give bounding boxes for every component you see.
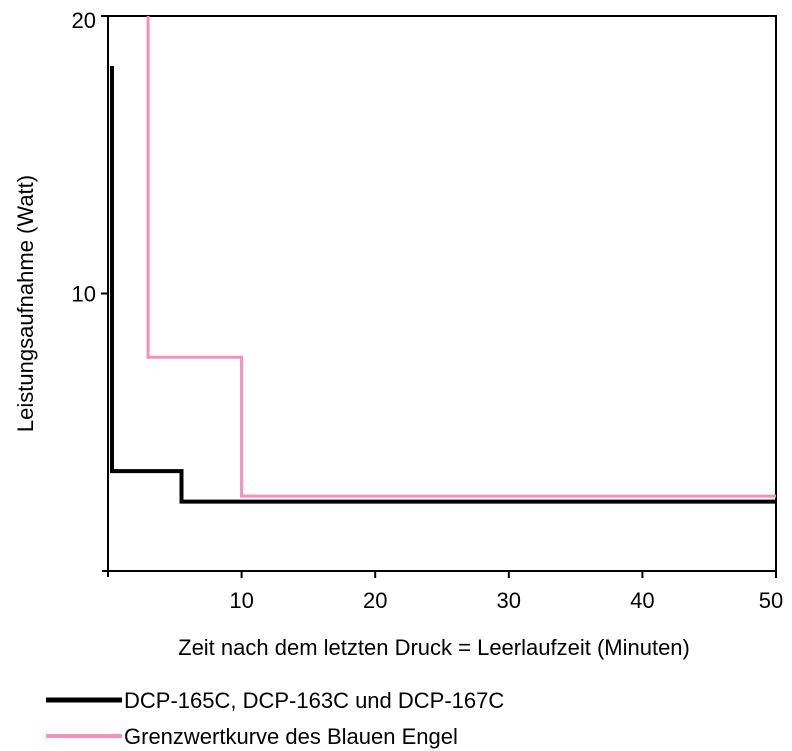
x-tick-label-50: 50 [759,588,783,613]
y-tick-label-20: 20 [72,8,96,33]
x-tick-label-40: 40 [630,588,654,613]
axis-ticks [101,15,777,578]
x-tick-label-10: 10 [229,588,253,613]
x-axis-title: Zeit nach dem letzten Druck = Leerlaufze… [178,635,690,660]
series-lines [110,16,776,504]
y-tick-label-10: 10 [72,282,96,307]
legend-label-1: DCP-165C, DCP-163C und DCP-167C [124,688,504,713]
series-line-1 [110,66,776,504]
plot-area [101,15,777,578]
series-line-2 [146,16,776,498]
x-tick-label-20: 20 [363,588,387,613]
x-tick-label-30: 30 [497,588,521,613]
legend: DCP-165C, DCP-163C und DCP-167C Grenzwert… [46,688,504,749]
legend-label-2: Grenzwertkurve des Blauen Engel [124,724,458,749]
tick-labels: 10 20 30 40 50 10 20 [72,8,784,613]
y-axis-title: Leistungsaufnahme (Watt) [13,175,38,432]
plot-frame [107,15,777,572]
